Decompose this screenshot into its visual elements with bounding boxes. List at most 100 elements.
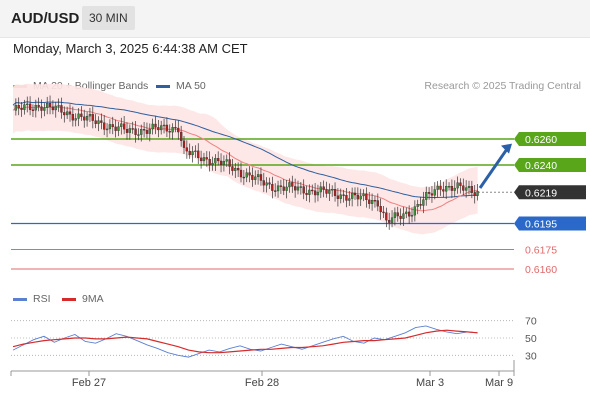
level-text-0.6160: 0.6160 — [525, 264, 557, 276]
ma9-swatch — [62, 297, 76, 301]
level-label-0.6219: 0.6219 — [514, 185, 586, 200]
candle-body — [313, 190, 317, 196]
candle-body — [125, 129, 129, 133]
symbol-label: AUD/USD — [11, 10, 80, 27]
candle-body — [425, 192, 428, 200]
candle-body — [123, 123, 126, 130]
candle-body — [100, 120, 103, 123]
candle-body — [74, 118, 77, 121]
level-text-0.6260: 0.6260 — [525, 134, 557, 146]
candle-body — [188, 150, 191, 156]
candle-body — [160, 125, 163, 131]
candle-body — [282, 186, 285, 191]
candle-body — [128, 128, 132, 133]
candle-body — [103, 122, 106, 130]
candle-body — [265, 182, 268, 186]
rsi-level-label-30: 30 — [525, 350, 537, 362]
candle-body — [142, 129, 146, 131]
candle-body — [251, 174, 254, 180]
candle-body — [373, 200, 377, 202]
ma50-legend: MA 50 — [156, 80, 206, 92]
candle-body — [271, 184, 274, 191]
candle-body — [20, 108, 23, 110]
candle-body — [430, 193, 434, 196]
candle-body — [379, 206, 382, 213]
candle-body — [28, 103, 32, 110]
candle-body — [140, 129, 143, 135]
ma50-swatch — [156, 84, 170, 88]
candle-body — [342, 194, 345, 196]
candle-body — [94, 120, 97, 124]
candle-body — [134, 128, 137, 135]
candle-body — [117, 126, 120, 131]
candle-body — [131, 128, 134, 130]
candle-body — [447, 186, 451, 188]
x-tick-label-Feb 28: Feb 28 — [245, 377, 279, 389]
timeframe-button[interactable]: 30 MIN — [82, 6, 135, 30]
candle-body — [191, 151, 194, 156]
rsi-legend-label: RSI — [33, 293, 51, 305]
candle-body — [316, 191, 320, 196]
candle-body — [239, 169, 243, 178]
candle-body — [248, 172, 251, 176]
candle-body — [353, 192, 357, 196]
candle-body — [365, 193, 368, 201]
rsi-legend: RSI — [13, 293, 51, 305]
candle-body — [148, 128, 151, 134]
candle-body — [305, 192, 308, 195]
candle-body — [225, 159, 228, 162]
candle-body — [407, 211, 411, 217]
candle-body — [194, 150, 197, 153]
candle-body — [231, 166, 234, 171]
candle-body — [333, 189, 337, 196]
candle-body — [436, 185, 439, 190]
candle-body — [77, 113, 80, 119]
candle-body — [439, 185, 442, 190]
candle-body — [179, 131, 183, 141]
candle-body — [433, 189, 436, 196]
candle-body — [311, 189, 314, 192]
candle-body — [234, 167, 237, 171]
candle-body — [91, 114, 94, 121]
candle-body — [171, 127, 174, 133]
candle-body — [182, 140, 186, 148]
candle-body — [211, 163, 214, 166]
level-box-0.6195 — [514, 216, 586, 231]
credit-label: Research © 2025 Trading Central — [424, 80, 581, 92]
candle-body — [262, 180, 265, 186]
candle-body — [137, 134, 140, 136]
candle-body — [14, 105, 18, 111]
level-label-0.6160: 0.6160 — [525, 264, 557, 276]
candle-body — [442, 189, 445, 192]
candle-body — [217, 158, 220, 162]
candle-body — [445, 186, 448, 192]
candle-body — [17, 105, 20, 109]
level-box-0.6240 — [514, 158, 586, 172]
level-text-0.6175: 0.6175 — [525, 245, 557, 257]
candle-body — [97, 120, 100, 124]
candle-body — [308, 189, 311, 195]
candle-body — [85, 115, 89, 121]
level-label-0.6260: 0.6260 — [514, 132, 586, 146]
candle-body — [185, 147, 189, 152]
candle-body — [236, 167, 240, 171]
candle-body — [322, 186, 325, 190]
candle-body — [336, 195, 340, 199]
candle-body — [368, 199, 371, 204]
candle-body — [197, 150, 200, 159]
candle-body — [168, 131, 171, 133]
candle-body — [88, 114, 92, 117]
x-tick-label-Mar 3: Mar 3 — [416, 377, 444, 389]
candle-body — [464, 187, 468, 191]
candles — [14, 95, 479, 230]
candle-body — [276, 185, 280, 192]
trend-arrow-head — [501, 143, 512, 154]
candle-body — [453, 187, 456, 191]
level-label-0.6175: 0.6175 — [525, 245, 557, 257]
candle-body — [46, 103, 49, 108]
candle-body — [462, 185, 465, 191]
candle-body — [410, 214, 414, 217]
candle-body — [71, 114, 74, 121]
rsi-level-label-70: 70 — [525, 316, 537, 328]
